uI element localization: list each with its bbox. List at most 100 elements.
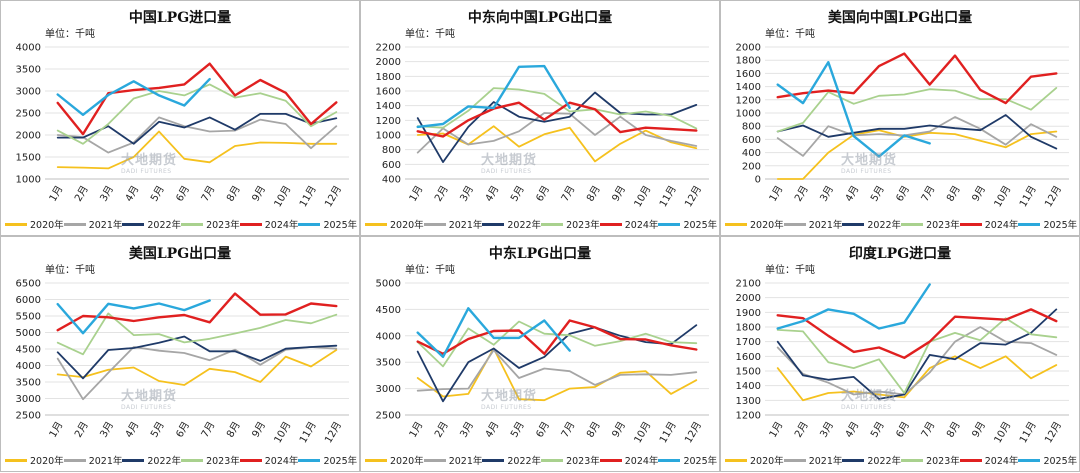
legend-swatch <box>423 458 446 462</box>
legend-item: 2025年 <box>658 453 717 467</box>
y-tick-label: 2000 <box>16 131 41 142</box>
series-line-2020年 <box>56 349 338 386</box>
chart-panel-4: 2500 3000 3500 4000 4500 5000 5500 6000 6500 1月 2月… <box>0 236 360 472</box>
legend-item: 2020年 <box>365 217 424 231</box>
legend-label: 2025年 <box>683 220 718 231</box>
x-tick-label: 2月 <box>432 184 451 204</box>
legend-item: 2024年 <box>599 453 658 467</box>
legend-label: 2023年 <box>566 220 600 231</box>
legend-item: 2025年 <box>1018 453 1077 467</box>
legend-swatch <box>298 458 321 462</box>
legend-label: 2024年 <box>984 456 1019 467</box>
y-tick-label: 1000 <box>376 131 401 142</box>
x-tick-label: 8月 <box>224 420 243 440</box>
x-tick-label: 10月 <box>632 420 654 446</box>
x-tick-label: 9月 <box>250 184 269 204</box>
legend-item: 2020年 <box>365 453 424 467</box>
series-line-2023年 <box>776 87 1058 133</box>
y-tick-label: 1800 <box>736 56 761 67</box>
x-tick-label: 8月 <box>224 184 243 204</box>
x-tick-label: 11月 <box>1017 420 1039 446</box>
chart-svg: 2500 3000 3500 4000 4500 5000 1月 2月 3月 4月 5月 6月 7月 8月… <box>376 279 709 446</box>
unit-label: 单位：千吨 <box>765 265 815 276</box>
chart-svg: 0 200 400 600 800 1000 1200 1400 1600 1800 2000 1月 2… <box>736 43 1069 210</box>
x-tick-label: 7月 <box>199 420 218 440</box>
series-line-2024年 <box>776 308 1058 360</box>
legend-label: 2025年 <box>1043 456 1078 467</box>
legend-item: 2024年 <box>239 453 298 467</box>
legend-item: 2023年 <box>901 217 960 231</box>
legend-label: 2025年 <box>323 456 358 467</box>
x-tick-label: 3月 <box>818 184 837 204</box>
x-tick-label: 1月 <box>47 420 66 440</box>
legend-swatch <box>63 458 86 462</box>
x-tick-label: 12月 <box>1042 184 1064 210</box>
y-tick-label: 6000 <box>16 295 41 306</box>
y-tick-label: 1200 <box>736 411 761 422</box>
x-tick-label: 2月 <box>72 420 91 440</box>
chart-legend: 2020年 2021年 2022年 2023年 2024年 2025年 <box>365 453 717 467</box>
x-tick-label: 5月 <box>868 184 887 204</box>
legend-item: 2023年 <box>901 453 960 467</box>
unit-label: 单位：千吨 <box>405 265 455 276</box>
series-line-2022年 <box>56 335 338 380</box>
y-tick-label: 1000 <box>736 109 761 120</box>
chart-panel-3: 0 200 400 600 800 1000 1200 1400 1600 1800 2000 1月 2… <box>720 0 1080 236</box>
legend-item: 2025年 <box>1018 217 1077 231</box>
series-line-2022年 <box>776 114 1058 150</box>
y-tick-label: 5000 <box>376 279 401 290</box>
y-tick-label: 4500 <box>16 345 41 356</box>
chart-legend: 2020年 2021年 2022年 2023年 2024年 2025年 <box>725 453 1077 467</box>
y-tick-label: 6500 <box>16 279 41 290</box>
y-tick-label: 2100 <box>736 279 761 290</box>
series-line-2020年 <box>416 125 698 163</box>
watermark-logo: 大地期货 DADI FUTURES <box>121 153 178 175</box>
y-tick-label: 4000 <box>16 43 41 54</box>
x-tick-label: 12月 <box>682 420 704 446</box>
legend-swatch <box>63 222 86 226</box>
x-tick-label: 4月 <box>843 184 862 204</box>
legend-swatch <box>959 222 982 226</box>
legend-swatch <box>599 458 622 462</box>
x-tick-label: 7月 <box>559 420 578 440</box>
x-tick-label: 9月 <box>610 184 629 204</box>
watermark-logo: 大地期货 DADI FUTURES <box>481 153 538 175</box>
legend-swatch <box>541 458 564 462</box>
y-tick-label: 2200 <box>376 43 401 54</box>
legend-label: 2020年 <box>390 456 424 467</box>
x-tick-label: 10月 <box>632 184 654 210</box>
legend-label: 2025年 <box>683 456 718 467</box>
legend-item: 2023年 <box>541 217 600 231</box>
y-tick-label: 2500 <box>376 411 401 422</box>
legend-item: 2025年 <box>658 217 717 231</box>
y-tick-label: 1800 <box>376 72 401 83</box>
x-tick-label: 3月 <box>98 184 117 204</box>
x-tick-label: 7月 <box>919 184 938 204</box>
x-tick-label: 12月 <box>322 420 344 446</box>
legend-label: 2021年 <box>808 220 843 231</box>
legend-label: 2020年 <box>750 456 784 467</box>
x-tick-label: 8月 <box>944 184 963 204</box>
y-tick-label: 1400 <box>376 101 401 112</box>
series-line-2025年 <box>776 61 931 158</box>
legend-item: 2020年 <box>725 453 784 467</box>
x-tick-label: 2月 <box>792 184 811 204</box>
y-tick-label: 2500 <box>16 411 41 422</box>
x-tick-label: 9月 <box>250 420 269 440</box>
legend-item: 2020年 <box>5 453 64 467</box>
watermark-logo: 大地期货 DADI FUTURES <box>121 389 178 411</box>
x-tick-label: 7月 <box>919 420 938 440</box>
legend-swatch <box>482 458 505 462</box>
legend-item: 2020年 <box>5 217 64 231</box>
x-tick-label: 3月 <box>818 420 837 440</box>
x-tick-label: 2月 <box>72 184 91 204</box>
series-line-2025年 <box>56 77 211 117</box>
legend-swatch <box>783 458 806 462</box>
legend-item: 2021年 <box>63 453 122 467</box>
legend-label: 2024年 <box>264 220 299 231</box>
legend-item: 2024年 <box>959 217 1018 231</box>
legend-label: 2020年 <box>750 220 784 231</box>
x-tick-label: 2月 <box>792 420 811 440</box>
y-tick-label: 3000 <box>16 87 41 98</box>
